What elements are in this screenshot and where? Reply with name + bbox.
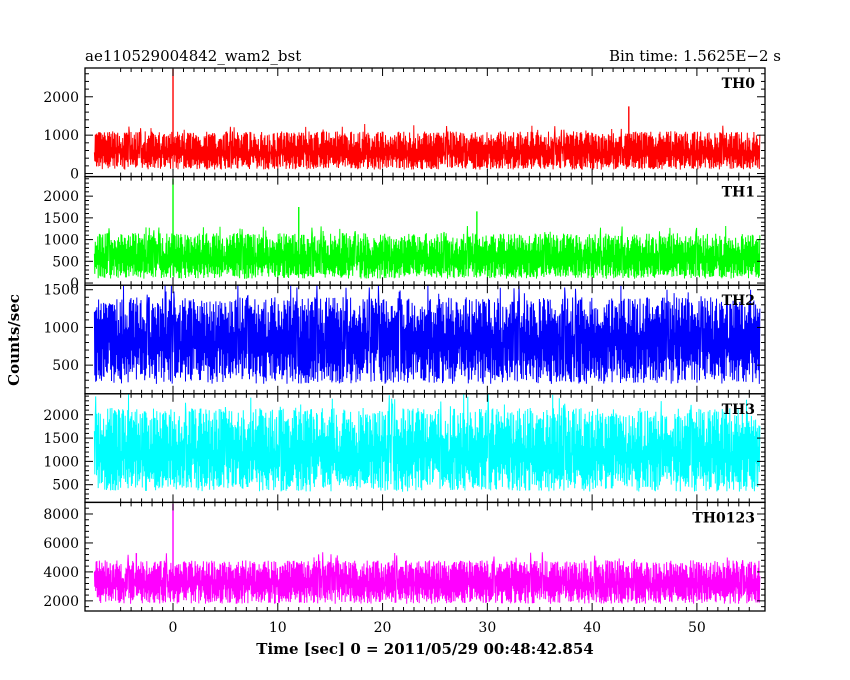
- y-tick-label-th0123: 6000: [43, 536, 79, 552]
- x-tick-label: 10: [269, 620, 287, 636]
- panel-label-th2: TH2: [722, 293, 755, 309]
- y-tick-label-th2: 500: [52, 358, 79, 374]
- y-tick-label-th3: 1000: [43, 454, 79, 470]
- y-tick-label-th0123: 2000: [43, 594, 79, 610]
- y-tick-label-th0: 2000: [43, 90, 79, 106]
- panel-label-th1: TH1: [722, 185, 755, 201]
- series-trace-th0123: [93, 552, 761, 604]
- y-tick-label-th3: 2000: [43, 408, 79, 424]
- panel-label-th0: TH0: [722, 76, 756, 92]
- y-tick-label-th1: 0: [70, 276, 79, 292]
- series-trace-th0: [93, 123, 761, 170]
- panel-th0: 0 1000 2000 TH0: [43, 67, 766, 183]
- y-tick-label-th2: 1500: [43, 283, 79, 299]
- panel-th3: 500 1000 1500 2000 TH3: [43, 393, 766, 504]
- x-tick-label: 20: [374, 620, 392, 636]
- panel-label-th3: TH3: [722, 402, 755, 418]
- y-axis-label: Counts/sec: [5, 294, 23, 386]
- x-tick-label: 40: [583, 620, 601, 636]
- panel-th0123: 2000 4000 6000 8000 TH0123: [43, 501, 766, 612]
- chart-title: ae110529004842_wam2_bst: [85, 47, 301, 65]
- x-axis-label: Time [sec] 0 = 2011/05/29 00:48:42.854: [256, 640, 593, 658]
- bin-time-label: Bin time: 1.5625E−2 s: [609, 47, 781, 65]
- panels-group: 0 1000 2000 TH0 0 500 1000 1500 2000 TH1 500 1000 15…: [43, 67, 766, 612]
- series-trace-th1: [93, 225, 761, 279]
- y-tick-label-th0123: 8000: [43, 507, 79, 523]
- y-tick-label-th2: 1000: [43, 320, 79, 336]
- x-tick-label: 30: [478, 620, 496, 636]
- y-tick-label-th1: 1000: [43, 233, 79, 249]
- panel-th1: 0 500 1000 1500 2000 TH1: [43, 175, 766, 292]
- y-tick-label-th3: 1500: [43, 431, 79, 447]
- y-tick-label-th1: 1500: [43, 211, 79, 227]
- series-trace-th2: [93, 285, 761, 384]
- x-tick-label: 50: [688, 620, 706, 636]
- y-tick-label-th0123: 4000: [43, 565, 79, 581]
- x-axis: 0 10 20 30 40 50: [169, 620, 706, 636]
- panel-th2: 500 1000 1500 TH2: [43, 283, 766, 395]
- y-tick-label-th3: 500: [52, 478, 79, 494]
- y-tick-label-th1: 2000: [43, 189, 79, 205]
- series-trace-th3: [93, 393, 761, 492]
- panel-label-th0123: TH0123: [692, 510, 755, 526]
- y-tick-label-th1: 500: [52, 254, 79, 270]
- y-tick-label-th0: 1000: [43, 128, 79, 144]
- y-tick-label-th0: 0: [70, 167, 79, 183]
- x-tick-label: 0: [169, 620, 178, 636]
- panel-frame: [84, 501, 766, 612]
